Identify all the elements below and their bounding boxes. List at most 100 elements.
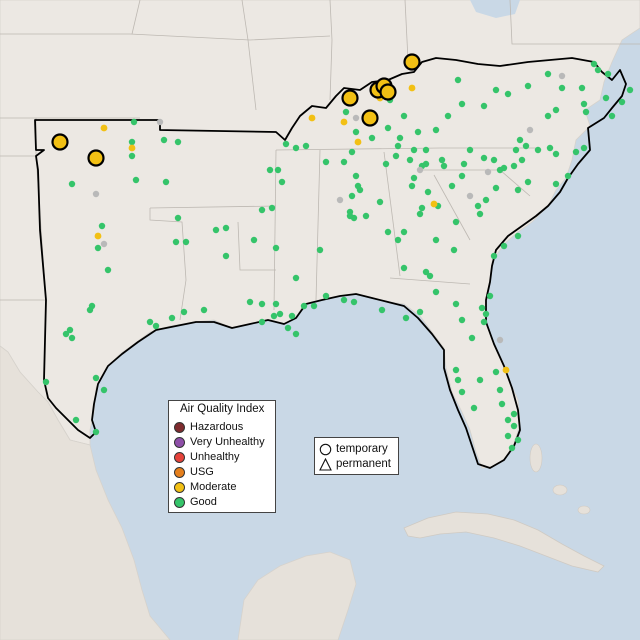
good-monitor-marker[interactable] xyxy=(340,158,348,166)
good-monitor-marker[interactable] xyxy=(580,100,588,108)
good-monitor-marker[interactable] xyxy=(468,334,476,342)
no-data-monitor-marker[interactable] xyxy=(92,190,100,198)
good-monitor-marker[interactable] xyxy=(272,244,280,252)
good-monitor-marker[interactable] xyxy=(510,410,518,418)
good-monitor-marker[interactable] xyxy=(452,218,460,226)
good-monitor-marker[interactable] xyxy=(618,98,626,106)
good-monitor-marker[interactable] xyxy=(544,112,552,120)
good-monitor-marker[interactable] xyxy=(552,180,560,188)
moderate-temporary-monitor-marker[interactable] xyxy=(403,53,421,71)
good-monitor-marker[interactable] xyxy=(200,306,208,314)
good-monitor-marker[interactable] xyxy=(98,222,106,230)
good-monitor-marker[interactable] xyxy=(626,86,634,94)
good-monitor-marker[interactable] xyxy=(146,318,154,326)
good-monitor-marker[interactable] xyxy=(500,242,508,250)
good-monitor-marker[interactable] xyxy=(66,326,74,334)
good-monitor-marker[interactable] xyxy=(276,310,284,318)
good-monitor-marker[interactable] xyxy=(452,300,460,308)
good-monitor-marker[interactable] xyxy=(478,304,486,312)
no-data-monitor-marker[interactable] xyxy=(156,118,164,126)
good-monitor-marker[interactable] xyxy=(92,374,100,382)
good-monitor-marker[interactable] xyxy=(524,82,532,90)
good-monitor-marker[interactable] xyxy=(394,236,402,244)
good-monitor-marker[interactable] xyxy=(342,108,350,116)
good-monitor-marker[interactable] xyxy=(514,436,522,444)
good-monitor-marker[interactable] xyxy=(376,198,384,206)
good-monitor-marker[interactable] xyxy=(516,136,524,144)
good-monitor-marker[interactable] xyxy=(504,90,512,98)
good-monitor-marker[interactable] xyxy=(160,136,168,144)
good-monitor-marker[interactable] xyxy=(546,144,554,152)
good-monitor-marker[interactable] xyxy=(292,330,300,338)
good-monitor-marker[interactable] xyxy=(512,146,520,154)
good-monitor-marker[interactable] xyxy=(128,152,136,160)
good-monitor-marker[interactable] xyxy=(608,112,616,120)
no-data-monitor-marker[interactable] xyxy=(352,114,360,122)
good-monitor-marker[interactable] xyxy=(278,178,286,186)
good-monitor-marker[interactable] xyxy=(510,422,518,430)
good-monitor-marker[interactable] xyxy=(476,210,484,218)
good-monitor-marker[interactable] xyxy=(422,268,430,276)
good-monitor-marker[interactable] xyxy=(212,226,220,234)
good-monitor-marker[interactable] xyxy=(316,246,324,254)
good-monitor-marker[interactable] xyxy=(500,164,508,172)
good-monitor-marker[interactable] xyxy=(424,188,432,196)
good-monitor-marker[interactable] xyxy=(432,288,440,296)
good-monitor-marker[interactable] xyxy=(496,386,504,394)
good-monitor-marker[interactable] xyxy=(288,312,296,320)
good-monitor-marker[interactable] xyxy=(564,172,572,180)
good-monitor-marker[interactable] xyxy=(292,274,300,282)
good-monitor-marker[interactable] xyxy=(258,300,266,308)
good-monitor-marker[interactable] xyxy=(180,308,188,316)
good-monitor-marker[interactable] xyxy=(246,298,254,306)
good-monitor-marker[interactable] xyxy=(300,302,308,310)
good-monitor-marker[interactable] xyxy=(426,272,434,280)
good-monitor-marker[interactable] xyxy=(340,296,348,304)
good-monitor-marker[interactable] xyxy=(410,174,418,182)
moderate-monitor-marker[interactable] xyxy=(430,200,438,208)
good-monitor-marker[interactable] xyxy=(480,154,488,162)
good-monitor-marker[interactable] xyxy=(42,378,50,386)
moderate-temporary-monitor-marker[interactable] xyxy=(341,89,359,107)
good-monitor-marker[interactable] xyxy=(466,146,474,154)
good-monitor-marker[interactable] xyxy=(476,376,484,384)
good-monitor-marker[interactable] xyxy=(432,126,440,134)
no-data-monitor-marker[interactable] xyxy=(336,196,344,204)
good-monitor-marker[interactable] xyxy=(524,178,532,186)
good-monitor-marker[interactable] xyxy=(558,84,566,92)
moderate-monitor-marker[interactable] xyxy=(408,84,416,92)
no-data-monitor-marker[interactable] xyxy=(466,192,474,200)
good-monitor-marker[interactable] xyxy=(444,112,452,120)
moderate-temporary-monitor-marker[interactable] xyxy=(361,109,379,127)
good-monitor-marker[interactable] xyxy=(258,206,266,214)
no-data-monitor-marker[interactable] xyxy=(100,240,108,248)
good-monitor-marker[interactable] xyxy=(274,166,282,174)
good-monitor-marker[interactable] xyxy=(68,180,76,188)
good-monitor-marker[interactable] xyxy=(394,142,402,150)
good-monitor-marker[interactable] xyxy=(368,134,376,142)
good-monitor-marker[interactable] xyxy=(130,118,138,126)
good-monitor-marker[interactable] xyxy=(418,204,426,212)
good-monitor-marker[interactable] xyxy=(590,60,598,68)
good-monitor-marker[interactable] xyxy=(422,146,430,154)
good-monitor-marker[interactable] xyxy=(460,160,468,168)
good-monitor-marker[interactable] xyxy=(480,102,488,110)
moderate-monitor-marker[interactable] xyxy=(354,138,362,146)
good-monitor-marker[interactable] xyxy=(222,224,230,232)
good-monitor-marker[interactable] xyxy=(448,182,456,190)
good-monitor-marker[interactable] xyxy=(396,134,404,142)
no-data-monitor-marker[interactable] xyxy=(496,336,504,344)
good-monitor-marker[interactable] xyxy=(406,156,414,164)
good-monitor-marker[interactable] xyxy=(438,156,446,164)
good-monitor-marker[interactable] xyxy=(408,182,416,190)
good-monitor-marker[interactable] xyxy=(492,86,500,94)
good-monitor-marker[interactable] xyxy=(384,124,392,132)
good-monitor-marker[interactable] xyxy=(182,238,190,246)
good-monitor-marker[interactable] xyxy=(384,228,392,236)
good-monitor-marker[interactable] xyxy=(400,112,408,120)
good-monitor-marker[interactable] xyxy=(266,166,274,174)
moderate-monitor-marker[interactable] xyxy=(340,118,348,126)
moderate-temporary-monitor-marker[interactable] xyxy=(87,149,105,167)
good-monitor-marker[interactable] xyxy=(522,142,530,150)
